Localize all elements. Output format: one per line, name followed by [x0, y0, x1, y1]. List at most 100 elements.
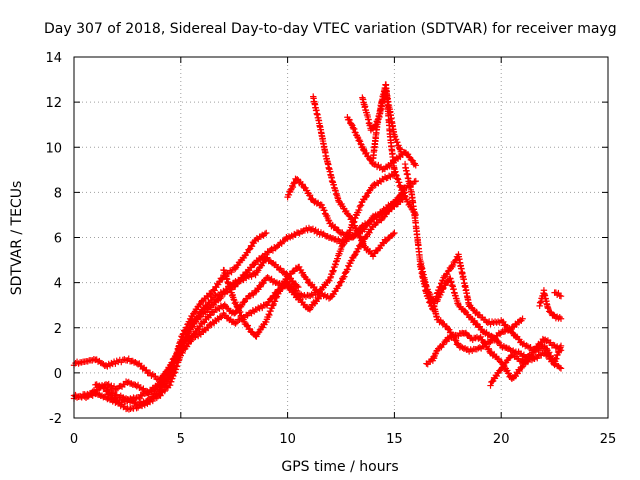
data-point	[346, 116, 353, 124]
data-point	[315, 288, 322, 296]
data-point	[439, 285, 447, 293]
data-point	[290, 268, 297, 275]
data-point	[204, 324, 212, 332]
data-point	[189, 313, 196, 320]
data-point	[326, 277, 333, 284]
data-point	[348, 214, 355, 222]
data-point	[321, 207, 328, 214]
data-point	[452, 257, 460, 264]
data-point	[351, 251, 358, 259]
data-point	[303, 276, 311, 283]
y-tick-label: 6	[54, 232, 62, 247]
x-axis-label: GPS time / hours	[281, 459, 398, 475]
data-point	[397, 148, 405, 155]
data-point	[278, 284, 286, 291]
data-point	[273, 294, 280, 302]
data-point	[143, 366, 150, 374]
data-point	[358, 236, 366, 244]
data-point	[508, 329, 516, 336]
data-point	[355, 229, 362, 237]
data-point	[446, 333, 454, 340]
data-point	[271, 298, 279, 305]
data-point	[289, 183, 297, 191]
y-tick-label: 10	[45, 141, 62, 156]
data-point	[476, 323, 484, 330]
data-point	[84, 358, 91, 365]
data-point	[299, 292, 307, 300]
data-point	[557, 292, 565, 300]
data-point	[546, 349, 553, 356]
data-point	[412, 162, 419, 169]
x-tick-label: 25	[600, 432, 617, 447]
data-point	[487, 382, 494, 389]
data-point	[211, 287, 218, 294]
data-point	[175, 347, 182, 355]
y-tick-label: 12	[45, 96, 62, 111]
data-point	[345, 263, 353, 270]
data-point	[190, 309, 198, 317]
data-point	[161, 387, 168, 395]
series-track-14	[423, 329, 537, 382]
y-axis-label: SDTVAR / TECUs	[9, 181, 25, 296]
data-point	[348, 121, 355, 128]
data-point	[169, 359, 176, 367]
data-point	[295, 283, 302, 291]
series-track-11	[369, 81, 419, 219]
data-point	[294, 176, 301, 183]
data-point	[412, 177, 419, 185]
data-point	[285, 191, 293, 199]
data-point	[382, 237, 390, 245]
data-point	[218, 293, 225, 301]
series-track-4	[102, 170, 398, 413]
y-tick-labels: -2 0 2 4 6 8 10 12 14	[45, 51, 62, 427]
data-point	[240, 272, 248, 280]
data-point	[113, 357, 120, 365]
data-point	[306, 191, 314, 199]
series-track-9	[344, 114, 419, 173]
data-point	[500, 318, 507, 326]
data-point	[398, 186, 406, 193]
x-tick-label: 0	[70, 432, 78, 447]
data-point	[357, 201, 365, 209]
data-point	[341, 273, 348, 280]
data-point	[544, 305, 552, 312]
data-point	[221, 312, 228, 319]
series-track-17	[536, 287, 565, 322]
data-point	[267, 307, 274, 315]
axis-ticks	[73, 56, 609, 419]
data-point	[356, 136, 363, 144]
data-point	[290, 180, 297, 187]
data-point	[239, 315, 246, 322]
data-point	[557, 315, 565, 322]
data-point	[276, 288, 283, 295]
data-point	[261, 230, 269, 238]
data-point	[179, 349, 186, 357]
data-point	[238, 312, 245, 319]
data-point	[260, 280, 267, 287]
chart-title: Day 307 of 2018, Sidereal Day-to-day VTE…	[44, 21, 617, 37]
data-point	[504, 367, 511, 374]
y-tick-label: 2	[54, 322, 62, 337]
data-point	[78, 394, 85, 401]
data-point	[524, 355, 531, 363]
x-tick-label: 20	[493, 432, 510, 447]
y-tick-label: 0	[54, 367, 62, 382]
data-point	[282, 276, 290, 283]
data-point	[231, 283, 239, 290]
x-tick-label: 5	[177, 432, 185, 447]
data-point	[550, 311, 557, 318]
data-point	[360, 146, 367, 154]
data-point	[292, 287, 300, 294]
data-point	[280, 237, 288, 245]
data-point	[350, 219, 357, 226]
data-point	[121, 356, 128, 363]
y-tick-label: 14	[45, 51, 62, 66]
data-point	[432, 350, 439, 358]
y-tick-label: -2	[49, 412, 62, 427]
data-point	[433, 298, 441, 305]
series-track-18	[551, 289, 565, 300]
series-track-7	[284, 175, 409, 241]
data-point	[335, 283, 342, 290]
series-track-13	[416, 251, 565, 354]
